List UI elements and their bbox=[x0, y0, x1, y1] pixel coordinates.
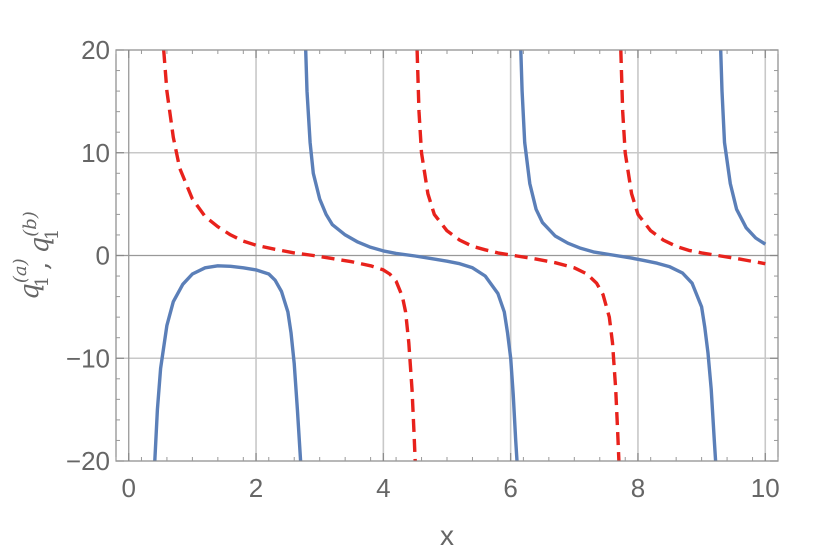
zero-line-layer bbox=[116, 50, 778, 461]
series-layer bbox=[153, 50, 767, 461]
y-axis-label: q(a)1, q(b)1 bbox=[10, 211, 63, 300]
y-tick-label: 0 bbox=[96, 241, 110, 271]
y-tick-label: −20 bbox=[66, 446, 110, 476]
x-tick-label: 2 bbox=[249, 473, 263, 503]
y-tick-label: 20 bbox=[81, 35, 110, 65]
x-tick-label: 0 bbox=[121, 473, 135, 503]
tick-label-layer: 0 2 4 6 8 10 −20 −10 0 10 20 bbox=[66, 35, 780, 503]
series-line-q1a bbox=[153, 50, 767, 461]
y-axis-label-text: q(a)1, q(b)1 bbox=[10, 211, 63, 300]
series-line-q1b bbox=[162, 50, 766, 461]
x-tick-label: 6 bbox=[503, 473, 517, 503]
y-tick-label: 10 bbox=[81, 138, 110, 168]
x-tick-label: 4 bbox=[376, 473, 390, 503]
x-tick-label: 10 bbox=[751, 473, 780, 503]
ticks-layer bbox=[115, 49, 779, 462]
x-tick-label: 8 bbox=[631, 473, 645, 503]
x-axis-label: x bbox=[440, 520, 454, 551]
y-tick-label: −10 bbox=[66, 343, 110, 373]
